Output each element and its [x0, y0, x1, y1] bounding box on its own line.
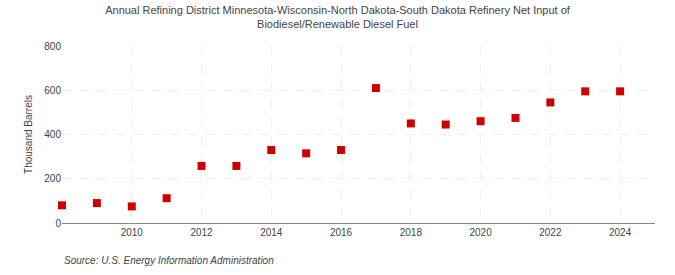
- svg-text:Annual Refining District Minne: Annual Refining District Minnesota-Wisco…: [105, 4, 571, 30]
- svg-text:Thousand Barrels: Thousand Barrels: [23, 95, 34, 174]
- svg-text:600: 600: [44, 85, 61, 96]
- svg-text:2014: 2014: [260, 227, 283, 238]
- svg-text:2010: 2010: [121, 227, 144, 238]
- svg-text:2022: 2022: [539, 227, 562, 238]
- svg-text:800: 800: [44, 41, 61, 52]
- svg-text:2020: 2020: [469, 227, 492, 238]
- svg-text:400: 400: [44, 129, 61, 140]
- svg-text:2018: 2018: [400, 227, 423, 238]
- svg-text:Source: U.S. Energy Informatio: Source: U.S. Energy Information Administ…: [64, 255, 274, 266]
- svg-text:2012: 2012: [190, 227, 213, 238]
- svg-text:200: 200: [44, 173, 61, 184]
- svg-text:0: 0: [55, 218, 61, 229]
- svg-text:2024: 2024: [609, 227, 632, 238]
- svg-text:2016: 2016: [330, 227, 353, 238]
